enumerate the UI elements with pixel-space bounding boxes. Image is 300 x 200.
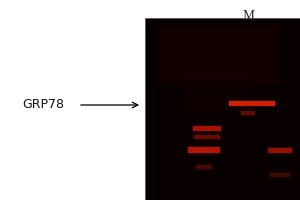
Bar (145, 18, 300, 200)
Bar (196, 165, 212, 169)
Bar (227, 98, 277, 108)
Bar (270, 173, 290, 177)
Bar (194, 135, 220, 139)
Bar (186, 145, 222, 155)
Bar (191, 123, 223, 132)
Bar (160, 25, 280, 85)
Bar (241, 111, 255, 115)
Bar (266, 146, 294, 154)
Bar (180, 70, 250, 110)
Bar (268, 148, 292, 152)
Bar (193, 126, 221, 130)
Text: M: M (242, 10, 254, 23)
Bar (229, 100, 275, 106)
Bar (192, 133, 222, 141)
Bar (268, 171, 292, 179)
Bar (188, 147, 220, 153)
Text: GRP78: GRP78 (22, 98, 64, 112)
Bar (194, 163, 214, 171)
Bar (239, 109, 257, 117)
